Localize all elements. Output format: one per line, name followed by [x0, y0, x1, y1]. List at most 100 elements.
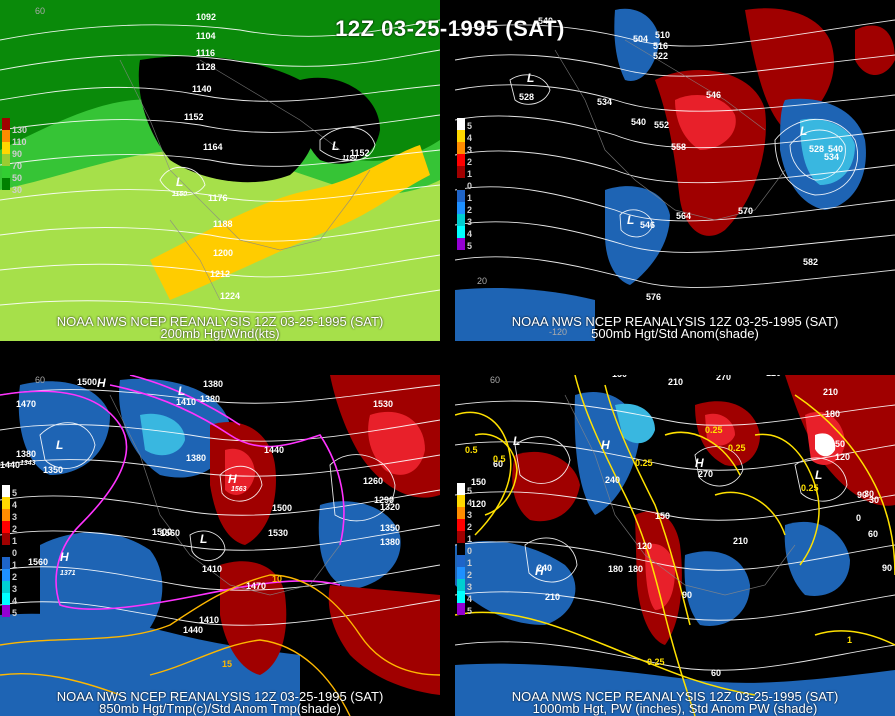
height-label: 180: [608, 564, 623, 574]
legend-label: 1: [12, 536, 18, 546]
height-label: 1260: [363, 476, 383, 486]
height-label: 540: [828, 144, 843, 154]
height-label: 1343: [20, 460, 36, 467]
height-label: 30: [869, 495, 879, 505]
height-label: 1440: [183, 625, 203, 635]
legend-label: 4: [12, 596, 18, 606]
height-label: 1176: [208, 193, 228, 203]
height-label: 1380: [16, 449, 36, 459]
height-label: 1152: [184, 112, 204, 122]
pw-label: 0.5: [465, 445, 478, 455]
height-label: 90: [882, 563, 892, 573]
low-marker: L: [176, 175, 183, 189]
legend-label: 3: [12, 584, 18, 594]
height-label: 1350: [43, 465, 63, 475]
height-label: 1150: [172, 191, 187, 198]
height-label: 120: [766, 375, 781, 378]
legend-label: 5: [12, 488, 18, 498]
height-label: 1470: [16, 399, 36, 409]
legend-label: 2: [12, 524, 18, 534]
height-label: 210: [823, 387, 838, 397]
low-marker: L: [332, 139, 339, 153]
map-title: 12Z 03-25-1995 (SAT): [335, 16, 565, 41]
low-marker: L: [513, 434, 520, 448]
legend-label: 0: [12, 548, 18, 558]
panel-caption-line2: 500mb Hgt/Std Anom(shade): [591, 326, 759, 341]
colorbar: [457, 118, 465, 250]
height-label: 150: [612, 375, 627, 379]
height-label: 90: [857, 490, 867, 500]
panel-caption-line1: NOAA NWS NCEP REANALYSIS 12Z 03-25-1995 …: [511, 314, 839, 329]
height-label: 558: [671, 142, 686, 152]
panel-500mb: 540 504 510 516 522 528 534 540 546 552 …: [455, 0, 895, 341]
high-marker: H: [228, 472, 237, 486]
height-label: 60: [711, 668, 721, 678]
legend-label: 4: [467, 498, 473, 508]
panel-caption-line1: NOAA NWS NCEP REANALYSIS 12Z 03-25-1995 …: [56, 689, 384, 704]
legend-label: 2: [467, 570, 473, 580]
low-marker: L: [527, 71, 534, 85]
height-label: 180: [628, 564, 643, 574]
low-marker: L: [200, 532, 207, 546]
height-label: 1128: [196, 62, 216, 72]
panel-850mb: 1500 1470 1380 1380 1410 1440 1350 1380 …: [0, 375, 440, 716]
legend-label: 5: [467, 121, 473, 131]
temp-label: 15: [222, 659, 232, 669]
height-label: 120: [471, 499, 486, 509]
legend-label: 4: [467, 229, 473, 239]
height-label: 1530: [373, 399, 393, 409]
high-marker: H: [535, 564, 544, 578]
height-label: 1104: [196, 31, 216, 41]
height-label: 510: [655, 30, 670, 40]
height-label: 1440: [0, 460, 20, 470]
legend-label: 3: [467, 510, 473, 520]
panel-500mb-map: 540 504 510 516 522 528 534 540 546 552 …: [455, 0, 895, 341]
height-label: 1500: [152, 527, 172, 537]
height-label: 180: [825, 409, 840, 419]
legend-label: 3: [467, 145, 473, 155]
legend-label: 1: [467, 558, 473, 568]
height-label: 1200: [213, 248, 233, 258]
pw-label: 0.25: [647, 657, 665, 667]
legend-label: 90: [12, 149, 23, 159]
legend-label: 5: [467, 606, 473, 616]
lat-label: 20: [477, 276, 487, 286]
height-label: 1290: [374, 495, 394, 505]
height-label: 1224: [220, 291, 240, 301]
height-label: 120: [835, 452, 850, 462]
height-label: 522: [653, 51, 668, 61]
pw-label: 0.25: [728, 443, 746, 453]
height-label: 582: [803, 257, 818, 267]
legend-label: 5: [467, 486, 473, 496]
pw-label: 0.25: [705, 425, 723, 435]
height-label: 1410: [199, 615, 219, 625]
high-marker: H: [97, 376, 106, 390]
height-label: 1440: [264, 445, 284, 455]
height-label: 540: [631, 117, 646, 127]
height-label: 60: [868, 529, 878, 539]
height-label: 1188: [213, 219, 233, 229]
panel-caption-line2: 1000mb Hgt, PW (inches), Std Anom PW (sh…: [532, 701, 818, 716]
high-marker: H: [601, 438, 610, 452]
height-label: 1380: [203, 379, 223, 389]
height-label: 552: [654, 120, 669, 130]
height-label: 1410: [202, 564, 222, 574]
legend-label: 30: [12, 185, 23, 195]
height-label: 210: [733, 536, 748, 546]
panel-200mb: 1092 1104 1116 1128 1140 1152 1164 1176 …: [0, 0, 440, 341]
height-label: 504: [633, 34, 648, 44]
height-label: 1380: [186, 453, 206, 463]
height-label: 570: [738, 206, 753, 216]
height-label: 1371: [60, 570, 76, 577]
temp-label: 10: [272, 574, 282, 584]
colorbar: [2, 118, 10, 190]
height-label: 1092: [196, 12, 216, 22]
height-label: 1116: [196, 48, 215, 58]
legend-label: 2: [467, 205, 473, 215]
height-label: 528: [809, 144, 824, 154]
panel-850mb-map: 1500 1470 1380 1380 1410 1440 1350 1380 …: [0, 375, 440, 716]
height-label: 1320: [380, 502, 400, 512]
height-label: 210: [545, 592, 560, 602]
low-marker: L: [178, 384, 185, 398]
panel-1000mb-map: 150 210 270 120 210 180 150 120 90 60 30…: [455, 375, 895, 716]
